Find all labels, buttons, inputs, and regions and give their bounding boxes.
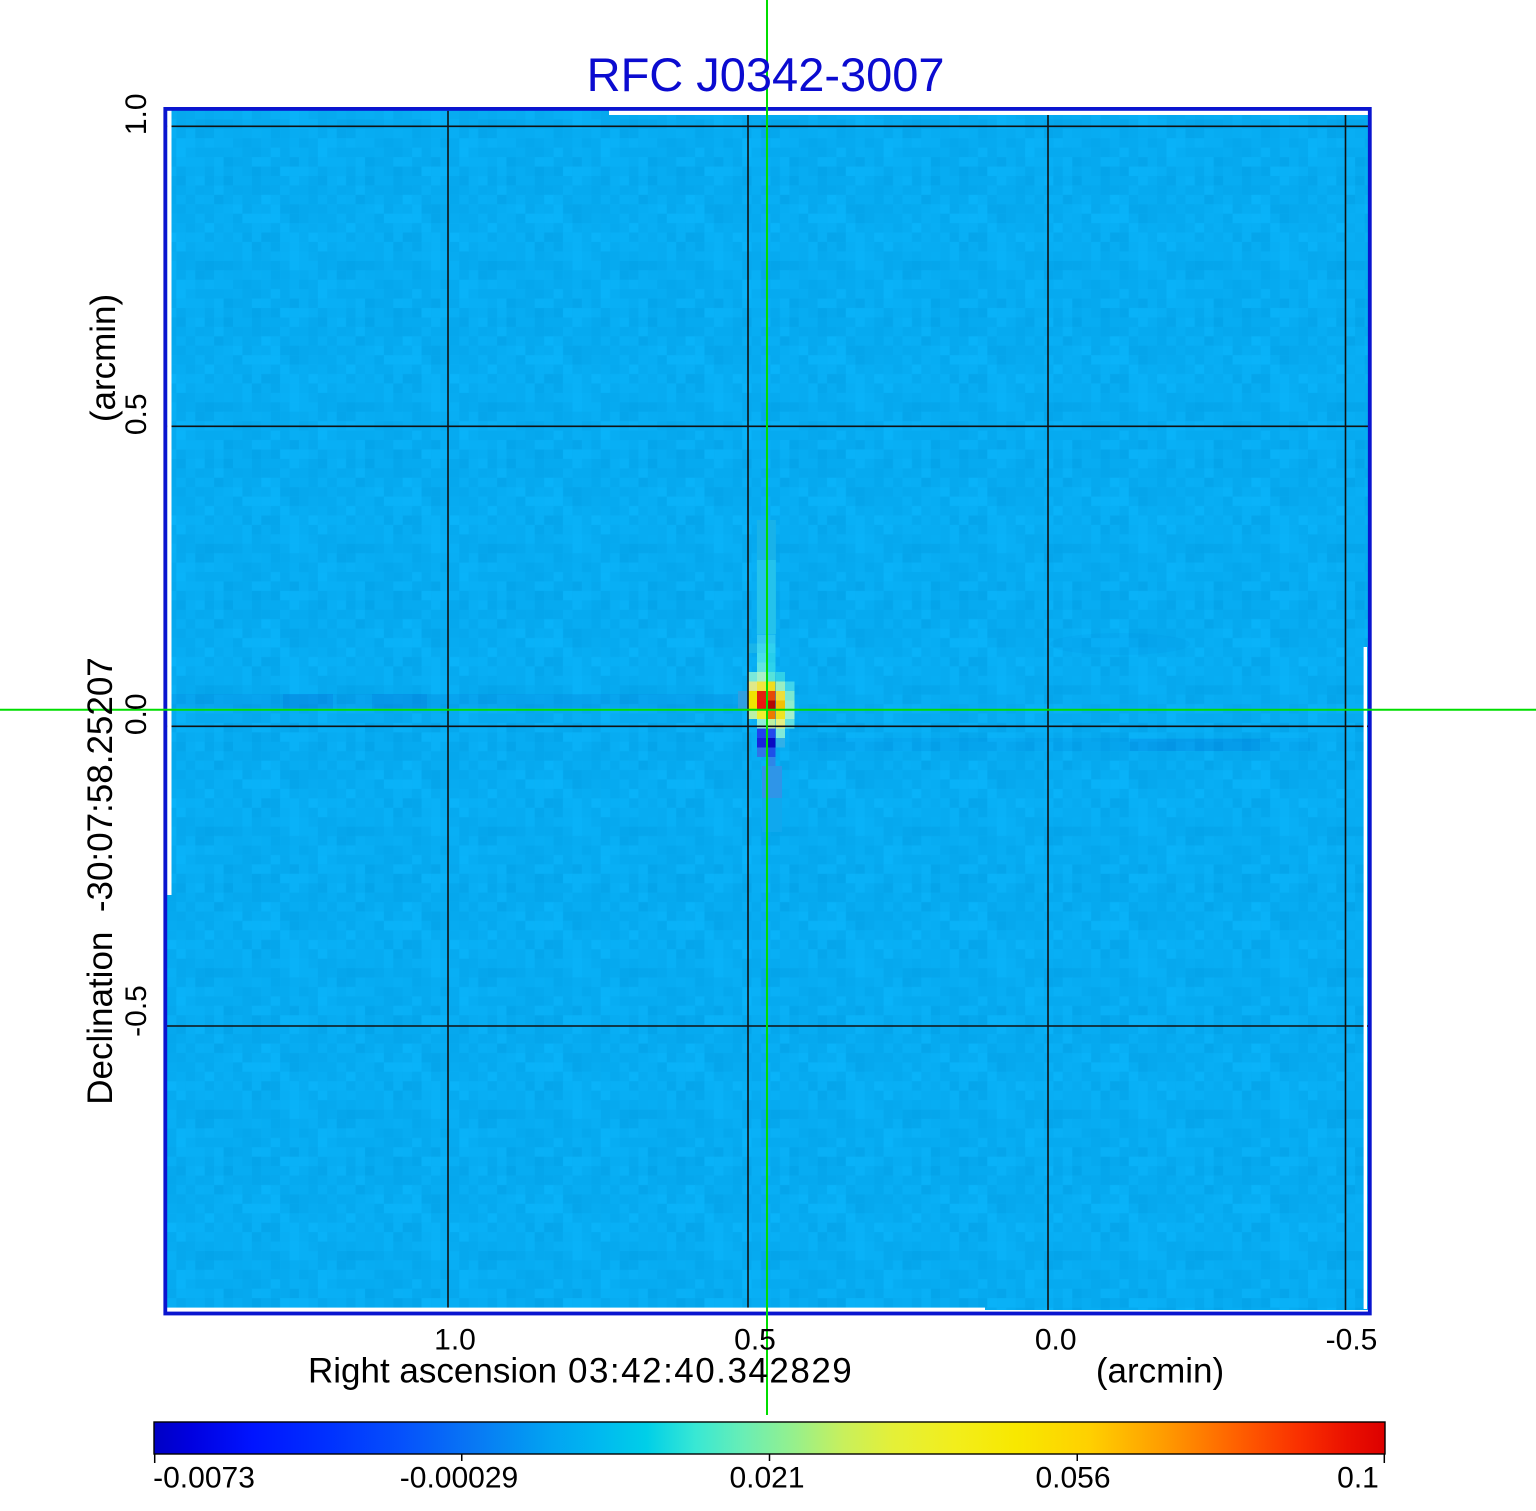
- svg-text:0.0: 0.0: [1035, 1324, 1077, 1357]
- svg-text:(arcmin): (arcmin): [84, 294, 123, 422]
- svg-text:1.0: 1.0: [120, 93, 153, 135]
- svg-text:-0.5: -0.5: [1326, 1324, 1378, 1357]
- svg-text:0.0: 0.0: [120, 693, 153, 735]
- svg-text:-0.5: -0.5: [120, 985, 153, 1037]
- svg-text:Right ascension: Right ascension: [308, 1352, 557, 1391]
- svg-text:RFC J0342-3007: RFC J0342-3007: [587, 48, 945, 101]
- svg-text:0.1: 0.1: [1337, 1462, 1379, 1495]
- svg-text:0.5: 0.5: [120, 393, 153, 435]
- svg-text:-0.0073: -0.0073: [153, 1462, 255, 1495]
- svg-text:1.0: 1.0: [434, 1324, 476, 1357]
- svg-text:Declination -30:07:58.25207: Declination -30:07:58.25207: [81, 657, 120, 1105]
- svg-text:03:42:40.342829: 03:42:40.342829: [568, 1352, 853, 1391]
- svg-text:0.021: 0.021: [729, 1462, 804, 1495]
- svg-text:(arcmin): (arcmin): [1096, 1352, 1224, 1391]
- svg-text:-0.00029: -0.00029: [400, 1462, 518, 1495]
- svg-text:0.5: 0.5: [734, 1324, 776, 1357]
- svg-text:0.056: 0.056: [1035, 1462, 1110, 1495]
